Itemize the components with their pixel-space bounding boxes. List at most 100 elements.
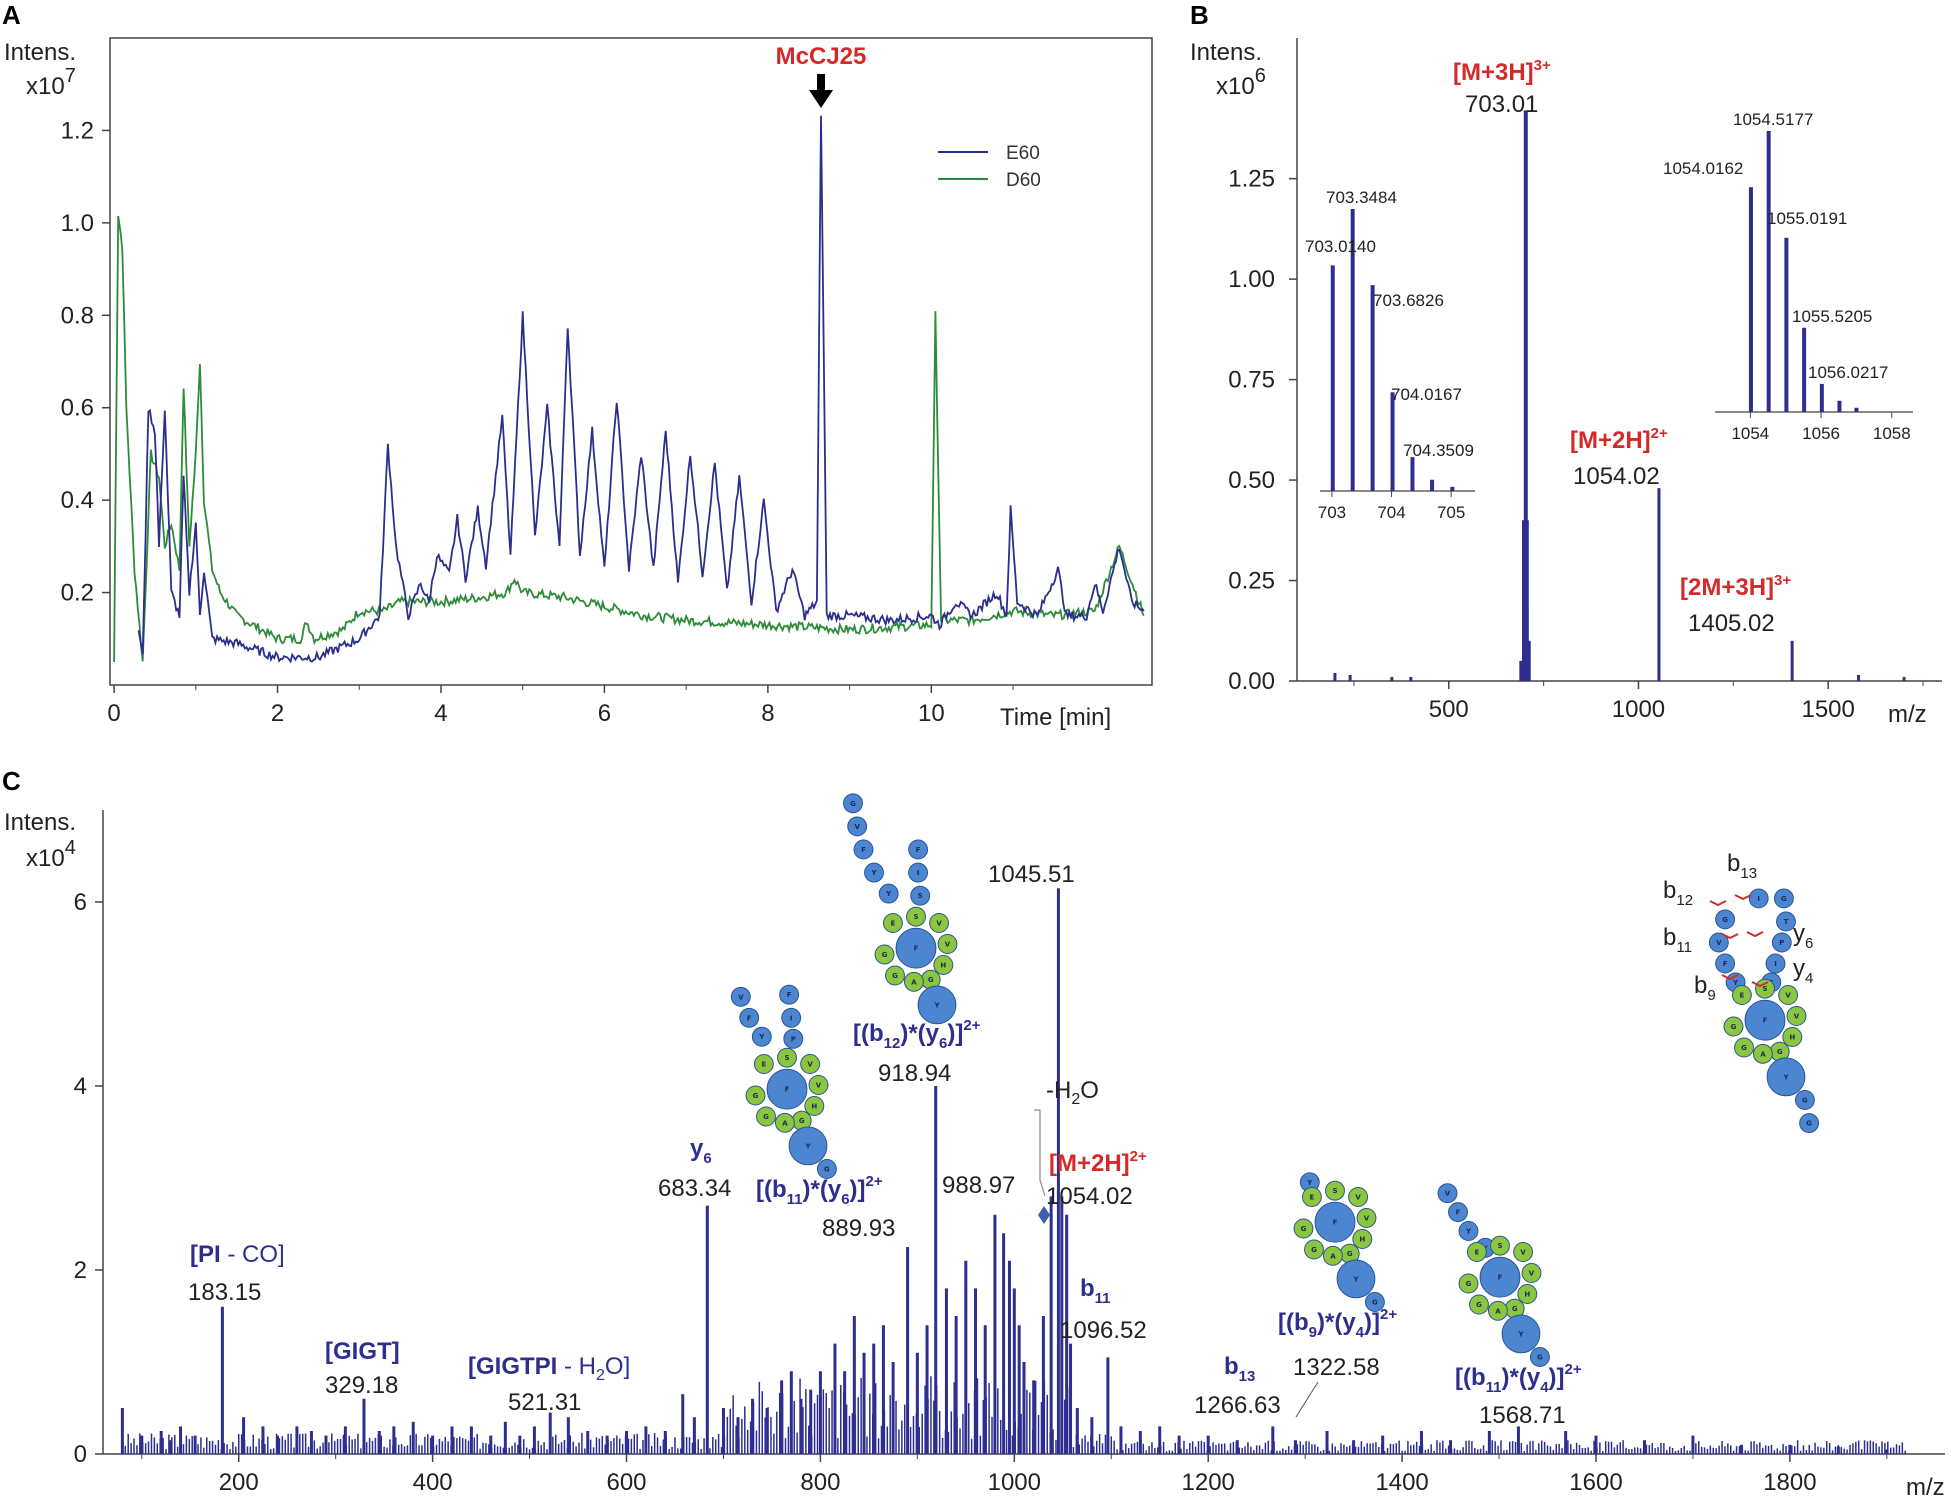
residue-label: Y	[870, 869, 877, 877]
label-m2h-c-value: 1054.02	[1046, 1183, 1133, 1210]
b-ytick-label: 0.50	[1228, 467, 1275, 494]
label-b12y6-value: 918.94	[878, 1060, 951, 1087]
panel-c-peaks	[120, 888, 1907, 1454]
legend-label-e60: E60	[1006, 143, 1040, 164]
label-b9y4: [(b9)*(y4)]2+ 1322.58	[1278, 1306, 1397, 1418]
inset1-tick-label: 703	[1318, 503, 1346, 522]
label-m2h-c: [M+2H]2+ 1054.02	[1038, 1148, 1147, 1224]
residue-node	[843, 793, 863, 814]
residue-node	[1529, 1347, 1550, 1367]
residue-label: V	[1445, 1190, 1451, 1198]
residue-label: A	[1760, 1050, 1766, 1058]
residue-node	[766, 1068, 808, 1110]
inset-1054: 1054 1056 1058 1054.0162 1054.5177 1055.01…	[1663, 110, 1913, 443]
residue-node	[1352, 1229, 1373, 1249]
residue-node	[1364, 1292, 1385, 1312]
residue-node	[1799, 1113, 1820, 1134]
residue-label: A	[782, 1119, 788, 1127]
residue-node	[800, 1054, 821, 1074]
label-b13: b13 1266.63	[1194, 1353, 1281, 1419]
label-b13-name: b13	[1224, 1353, 1255, 1385]
residue-node	[1348, 1187, 1369, 1207]
panel-c-ylabel: Intens.	[4, 809, 76, 836]
residue-label: G	[763, 1113, 769, 1121]
residue-label: G	[1301, 1225, 1307, 1233]
panel-b-ylabel: Intens.	[1190, 39, 1262, 66]
inset-1054-label-1: 1054.5177	[1733, 110, 1813, 129]
residue-node	[1708, 932, 1729, 953]
inset-703-label-1: 703.3484	[1326, 188, 1397, 207]
residue-node	[1786, 1006, 1807, 1026]
residue-node	[1458, 1221, 1479, 1241]
lasso-structure-full: GVFYIGTPISESVVHGAGGFYGG	[1708, 888, 1820, 1134]
a-xtick-label: 10	[918, 700, 945, 727]
residue-label: I	[917, 869, 920, 877]
residue-node	[1325, 1180, 1345, 1201]
cleavage-bracket	[1709, 900, 1727, 907]
frag-b9: b9	[1694, 972, 1716, 1004]
series-line-e60	[137, 115, 1145, 664]
b-xtick-label: 500	[1429, 696, 1469, 723]
residue-node	[745, 1085, 766, 1106]
panel-a: A Intens. x107 0.2 0.4 0.6 0.8 1.0 1.2 0 2 4 6 8 1…	[2, 0, 1153, 731]
residue-label: G	[1347, 1250, 1353, 1258]
residue-node	[1521, 1263, 1542, 1283]
inset-703: 703 704 705 703.0140 703.3484 703.6826 704…	[1305, 188, 1475, 522]
residue-node	[929, 913, 950, 933]
label-y6: y6 683.34	[658, 1135, 731, 1202]
residue-label: G	[1722, 916, 1728, 924]
a-xtick-label: 2	[271, 700, 284, 727]
label-b11y6: [(b11)*(y6)]2+ 889.93	[756, 1173, 895, 1242]
residue-label: Y	[885, 890, 892, 898]
residue-label: G	[1731, 1023, 1737, 1031]
label-b11y4: [(b11)*(y4)]2+ 1568.71	[1455, 1361, 1582, 1429]
inset-1054-label-2: 1055.0191	[1767, 209, 1847, 228]
label-pi-co: [PI - CO] 183.15	[188, 1241, 285, 1306]
label-h2o-loss-text: -H2O	[1046, 1077, 1099, 1108]
residue-node	[777, 1047, 797, 1068]
residue-node	[1466, 1242, 1487, 1262]
residue-node	[895, 927, 937, 969]
label-1045: 1045.51	[988, 861, 1075, 888]
c-ytick-label: 6	[74, 889, 87, 916]
residue-label: Y	[758, 1033, 765, 1041]
b-ytick-label: 1.00	[1228, 266, 1275, 293]
residue-node	[730, 986, 751, 1007]
residue-label: V	[1716, 939, 1722, 947]
panel-b: B Intens. x106 0.000.250.500.751.001.25 …	[1190, 0, 1942, 728]
residue-label: F	[1763, 1017, 1768, 1025]
label-b12y6: [(b12)*(y6)]2+ 918.94	[853, 1017, 981, 1087]
residue-node	[882, 913, 903, 933]
residue-label: I	[1774, 960, 1777, 968]
b-xtick-label: 1500	[1801, 696, 1854, 723]
label-1045-value: 1045.51	[988, 861, 1075, 888]
label-b11-name: b11	[1080, 1275, 1111, 1307]
residue-label: V	[1785, 992, 1791, 1000]
label-b9y4-leader	[1295, 1381, 1319, 1418]
label-m2h-ion: [M+2H]2+	[1570, 425, 1668, 454]
residue-node	[1458, 1273, 1479, 1294]
cleavage-bracket	[1734, 894, 1752, 901]
label-gigt-value: 329.18	[325, 1372, 398, 1399]
panel-a-frame	[109, 37, 1153, 686]
residue-node	[906, 906, 926, 927]
label-m3h: [M+3H]3+ 703.01	[1453, 57, 1551, 118]
c-ytick-label: 4	[74, 1073, 87, 1100]
label-b11y6-name: [(b11)*(y6)]2+	[756, 1173, 883, 1208]
residue-node	[885, 965, 905, 986]
residue-node	[804, 1096, 825, 1116]
legend-label-d60: D60	[1006, 170, 1041, 191]
residue-node	[1448, 1202, 1468, 1223]
panel-b-yexp: x106	[1216, 65, 1266, 100]
residue-label: V	[1520, 1249, 1526, 1257]
label-m3h-value: 703.01	[1465, 91, 1538, 118]
residue-node	[1731, 985, 1752, 1005]
c-xtick-label: 400	[413, 1469, 453, 1496]
label-b11-value: 1096.52	[1060, 1317, 1147, 1344]
panel-c-yexp: x104	[26, 837, 76, 872]
residue-label: V	[816, 1082, 822, 1090]
residue-label: F	[1333, 1219, 1338, 1227]
residue-node	[1479, 1256, 1521, 1298]
label-b11y4-value: 1568.71	[1479, 1402, 1566, 1429]
residue-label: G	[1806, 1120, 1812, 1128]
